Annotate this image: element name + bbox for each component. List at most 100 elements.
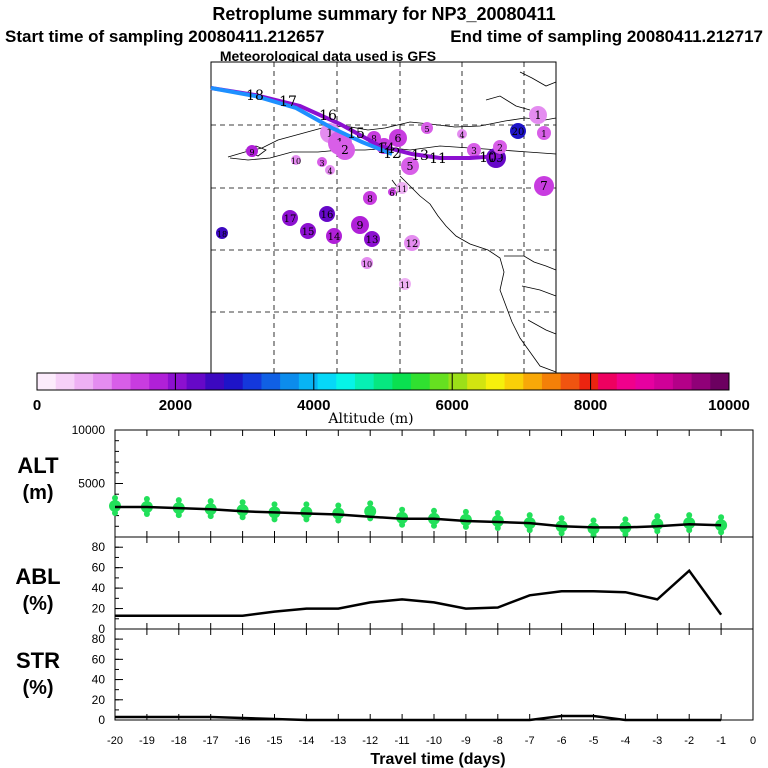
altitude-point bbox=[654, 513, 661, 520]
altitude-point bbox=[399, 506, 406, 513]
altitude-point bbox=[239, 499, 246, 506]
cluster-label: 11 bbox=[400, 281, 410, 290]
altitude-point bbox=[494, 524, 501, 531]
alt-panel-unit: (m) bbox=[22, 482, 53, 504]
alt-panel-label: ALT bbox=[17, 453, 59, 478]
x-tick-label: -15 bbox=[267, 735, 283, 747]
alt-line bbox=[115, 505, 722, 529]
colorbar-swatch bbox=[261, 373, 281, 390]
cluster-label: 15 bbox=[302, 227, 315, 238]
altitude-point bbox=[335, 502, 342, 509]
altitude-point bbox=[175, 512, 182, 519]
str-panel: 80 60 40 20 0 bbox=[92, 628, 754, 727]
colorbar-swatch bbox=[317, 373, 337, 390]
altitude-point bbox=[526, 527, 533, 534]
cluster-circle bbox=[326, 228, 342, 244]
colorbar-swatch bbox=[186, 373, 206, 390]
altitude-point bbox=[303, 516, 310, 523]
cluster-marker: 1 bbox=[537, 126, 551, 140]
cluster-marker: 13 bbox=[364, 231, 380, 247]
x-tick-label: -12 bbox=[362, 735, 378, 747]
altitude-point bbox=[367, 500, 374, 507]
x-axis-title: Travel time (days) bbox=[370, 751, 505, 768]
cluster-marker: 8 bbox=[363, 191, 377, 205]
figure-title: Retroplume summary for NP3_20080411 bbox=[212, 4, 555, 24]
trajectory-blue bbox=[210, 86, 393, 156]
colorbar-swatch bbox=[579, 373, 599, 390]
altitude-point bbox=[715, 519, 728, 532]
colorbar-swatch bbox=[336, 373, 356, 390]
panel-labels: ALT (m) ABL (%) STR (%) bbox=[15, 453, 60, 699]
colorbar-swatch bbox=[485, 373, 506, 390]
cluster-marker: 16 bbox=[319, 206, 335, 222]
colorbar-swatch bbox=[93, 373, 113, 390]
cluster-circle bbox=[363, 191, 377, 205]
altitude-point bbox=[718, 529, 725, 536]
cluster-marker: 10 bbox=[361, 257, 373, 269]
x-tick-label: -14 bbox=[298, 735, 314, 747]
altitude-point bbox=[335, 517, 342, 524]
start-time-label: Start time of sampling 20080411.212657 bbox=[5, 27, 324, 46]
colorbar-swatch bbox=[224, 373, 244, 390]
cluster-label: 4 bbox=[327, 167, 332, 176]
cluster-circle bbox=[399, 278, 411, 290]
trajectory-day-label: 11 bbox=[429, 151, 447, 167]
cluster-circle bbox=[325, 165, 335, 175]
altitude-point bbox=[207, 498, 214, 505]
cluster-marker: 3 bbox=[467, 143, 481, 157]
cluster-label: 12 bbox=[406, 239, 419, 250]
cluster-circle bbox=[529, 106, 547, 124]
x-tick-label: -18 bbox=[171, 735, 187, 747]
cluster-marker: 15 bbox=[300, 223, 316, 239]
cluster-label: 3 bbox=[471, 147, 477, 157]
colorbar-swatch bbox=[560, 373, 580, 390]
cluster-marker: 6 bbox=[388, 188, 396, 198]
cluster-label: 14 bbox=[328, 232, 341, 243]
altitude-point bbox=[271, 501, 278, 508]
cluster-marker: 18 bbox=[216, 227, 228, 239]
x-tick-label: -13 bbox=[330, 735, 346, 747]
end-time-label: End time of sampling 20080411.212717 bbox=[450, 27, 763, 46]
cluster-marker: 1 bbox=[529, 106, 547, 124]
cluster-circle bbox=[510, 123, 526, 139]
colorbar-swatch bbox=[354, 373, 375, 390]
cluster-circle bbox=[216, 227, 228, 239]
x-tick-label: -9 bbox=[461, 735, 471, 747]
colorbar-swatch bbox=[411, 373, 431, 390]
map-gridlines bbox=[211, 62, 556, 373]
trajectory-day-label: 16 bbox=[319, 108, 337, 124]
x-tick-label: -17 bbox=[203, 735, 219, 747]
cluster-circle bbox=[291, 155, 301, 165]
cluster-circle bbox=[389, 129, 407, 147]
colorbar-swatch bbox=[74, 373, 94, 390]
colorbar-swatch bbox=[167, 373, 188, 390]
altitude-point bbox=[175, 497, 182, 504]
altitude-point bbox=[590, 517, 597, 524]
altitude-point bbox=[686, 527, 693, 534]
y-tick-label: 80 bbox=[92, 540, 106, 554]
trajectory-day-label: 18 bbox=[246, 88, 264, 104]
alt-panel: 10000 5000 bbox=[72, 423, 754, 539]
cluster-circle bbox=[421, 122, 433, 134]
cluster-circle bbox=[537, 126, 551, 140]
cluster-circle bbox=[246, 145, 258, 157]
cluster-marker: 10 bbox=[291, 155, 301, 166]
colorbar-swatch bbox=[392, 373, 412, 390]
cluster-label: 6 bbox=[395, 132, 402, 145]
str-panel-unit: (%) bbox=[22, 677, 53, 699]
x-tick-label: -6 bbox=[557, 735, 567, 747]
altitude-point bbox=[303, 501, 310, 508]
x-tick-label: -19 bbox=[139, 735, 155, 747]
x-tick-label: -1 bbox=[716, 735, 726, 747]
altitude-point bbox=[622, 516, 629, 523]
colorbar-swatch bbox=[37, 373, 57, 390]
altitude-point bbox=[143, 496, 150, 503]
altitude-point bbox=[112, 509, 118, 516]
cluster-marker: 2 bbox=[493, 140, 507, 154]
abl-line bbox=[115, 568, 723, 617]
cluster-circle bbox=[335, 140, 355, 160]
altitude-point bbox=[654, 528, 661, 535]
cluster-marker: 20 bbox=[510, 123, 526, 139]
